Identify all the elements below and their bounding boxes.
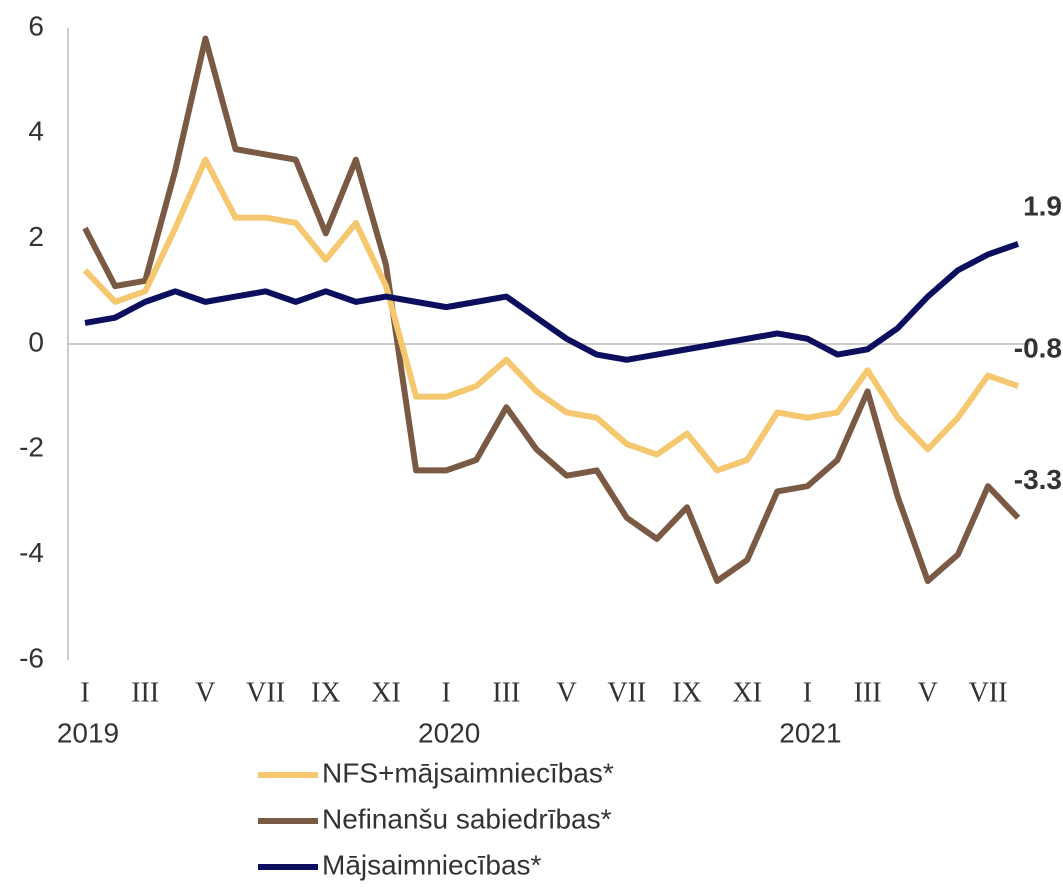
line-series	[82, 156, 1020, 474]
x-tick-label: I	[80, 677, 89, 708]
x-tick-label: V	[918, 677, 938, 708]
y-tick-label: 2	[28, 221, 44, 252]
y-tick-label: -6	[19, 642, 44, 673]
x-year-label: 2020	[418, 717, 480, 748]
x-tick-label: XI	[371, 677, 401, 708]
y-tick-label: -2	[19, 432, 44, 463]
x-tick-label: I	[803, 677, 812, 708]
legend-label: Nefinanšu sabiedrības*	[322, 803, 612, 834]
x-tick-label: VII	[607, 677, 646, 708]
legend-label: NFS+mājsaimniecības*	[322, 757, 614, 788]
end-label: -3.3	[1014, 464, 1062, 495]
x-tick-label: IX	[672, 677, 702, 708]
y-tick-label: -4	[19, 537, 44, 568]
x-tick-label: I	[442, 677, 451, 708]
x-tick-label: III	[492, 677, 520, 708]
x-year-label: 2019	[57, 717, 119, 748]
end-label: -0.8	[1014, 333, 1062, 364]
line-series	[84, 241, 1020, 363]
x-year-label: 2021	[779, 717, 841, 748]
y-tick-label: 0	[28, 326, 44, 357]
legend-label: Mājsaimniecības*	[322, 849, 542, 880]
x-tick-label: III	[131, 677, 159, 708]
line-series	[82, 35, 1021, 584]
y-tick-label: 6	[28, 10, 44, 41]
x-tick-label: XI	[732, 677, 762, 708]
x-tick-label: V	[195, 677, 215, 708]
x-tick-label: III	[854, 677, 882, 708]
x-tick-label: IX	[311, 677, 341, 708]
y-tick-label: 4	[28, 116, 44, 147]
x-tick-label: VII	[969, 677, 1008, 708]
x-tick-label: V	[556, 677, 576, 708]
x-tick-label: VII	[246, 677, 285, 708]
end-label: 1.9	[1023, 190, 1062, 221]
